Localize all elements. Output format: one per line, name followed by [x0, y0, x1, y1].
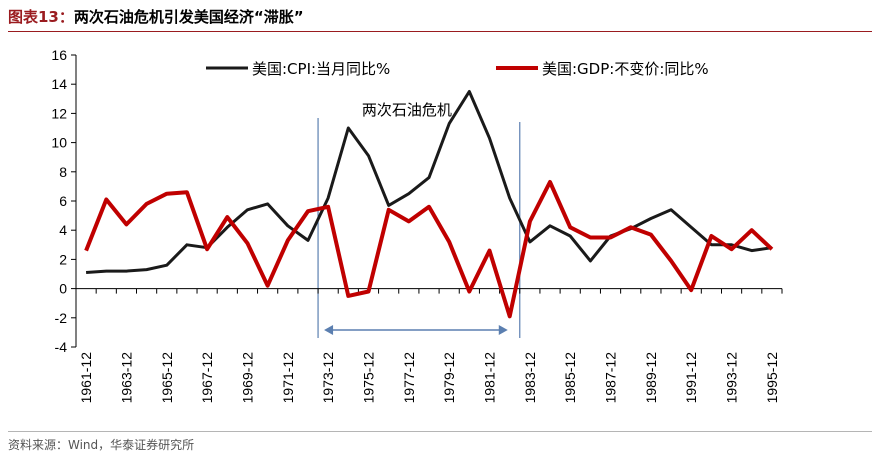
- y-tick-label: 12: [51, 105, 67, 121]
- x-tick-label: 1977-12: [401, 352, 417, 404]
- x-tick-label: 1963-12: [118, 352, 134, 404]
- x-tick-label: 1965-12: [159, 352, 175, 404]
- annotation-label: 两次石油危机: [362, 101, 452, 119]
- line-chart: 两次石油危机 -4 -2 0 2 4 6 8 10 12 14 16 1961-12 1963-12 19…: [51, 47, 783, 404]
- x-tick-label: 1979-12: [441, 352, 457, 404]
- source-divider: [8, 431, 872, 432]
- series-layer: [84, 90, 774, 319]
- x-tick-label: 1981-12: [482, 352, 498, 404]
- x-tick-label: 1985-12: [562, 352, 578, 404]
- y-tick-label: 14: [51, 76, 67, 92]
- y-tick-label: 8: [59, 164, 67, 180]
- annotation-arrow-right-head: [498, 325, 508, 335]
- x-tick-label: 1987-12: [603, 352, 619, 404]
- x-tick-label: 1961-12: [78, 352, 94, 404]
- x-tick-label: 1993-12: [724, 352, 740, 404]
- annotation-layer: 两次石油危机: [317, 101, 521, 338]
- y-tick-label: 16: [51, 47, 67, 63]
- annotation-arrow-left-head: [324, 325, 334, 335]
- y-tick-label: 2: [59, 251, 67, 267]
- axes-layer: -4 -2 0 2 4 6 8 10 12 14 16 1961-12 1963-12 1965-12 19…: [51, 47, 783, 404]
- x-tick-label: 1973-12: [320, 352, 336, 404]
- x-tick-label: 1967-12: [199, 352, 215, 404]
- y-tick-label: 4: [59, 222, 67, 238]
- figure-title-text: 两次石油危机引发美国经济“滞胀”: [73, 8, 304, 26]
- x-tick-label: 1989-12: [643, 352, 659, 404]
- x-tick-label: 1991-12: [683, 352, 699, 404]
- series-line-cpi: [85, 90, 773, 274]
- legend: 美国:CPI:当月同比% 美国:GDP:不变价:同比%: [206, 60, 709, 78]
- y-tick-label: 10: [51, 135, 67, 151]
- title-divider: [8, 31, 872, 32]
- legend-label-gdp: 美国:GDP:不变价:同比%: [542, 60, 709, 78]
- x-tick-label: 1983-12: [522, 352, 538, 404]
- figure-title: 图表13：两次石油危机引发美国经济“滞胀”: [8, 6, 304, 27]
- y-tick-label: 0: [59, 281, 67, 297]
- x-tick-label: 1969-12: [239, 352, 255, 404]
- x-tick-label: 1975-12: [360, 352, 376, 404]
- x-tick-label: 1971-12: [280, 352, 296, 404]
- legend-label-cpi: 美国:CPI:当月同比%: [252, 60, 390, 78]
- y-tick-label: -4: [55, 339, 68, 355]
- figure-label: 图表13：: [8, 8, 74, 26]
- y-tick-label: -2: [55, 310, 68, 326]
- series-line-gdp: [84, 180, 774, 319]
- source-note: 资料来源：Wind，华泰证券研究所: [8, 438, 195, 452]
- y-tick-label: 6: [59, 193, 67, 209]
- x-tick-label: 1995-12: [764, 352, 780, 404]
